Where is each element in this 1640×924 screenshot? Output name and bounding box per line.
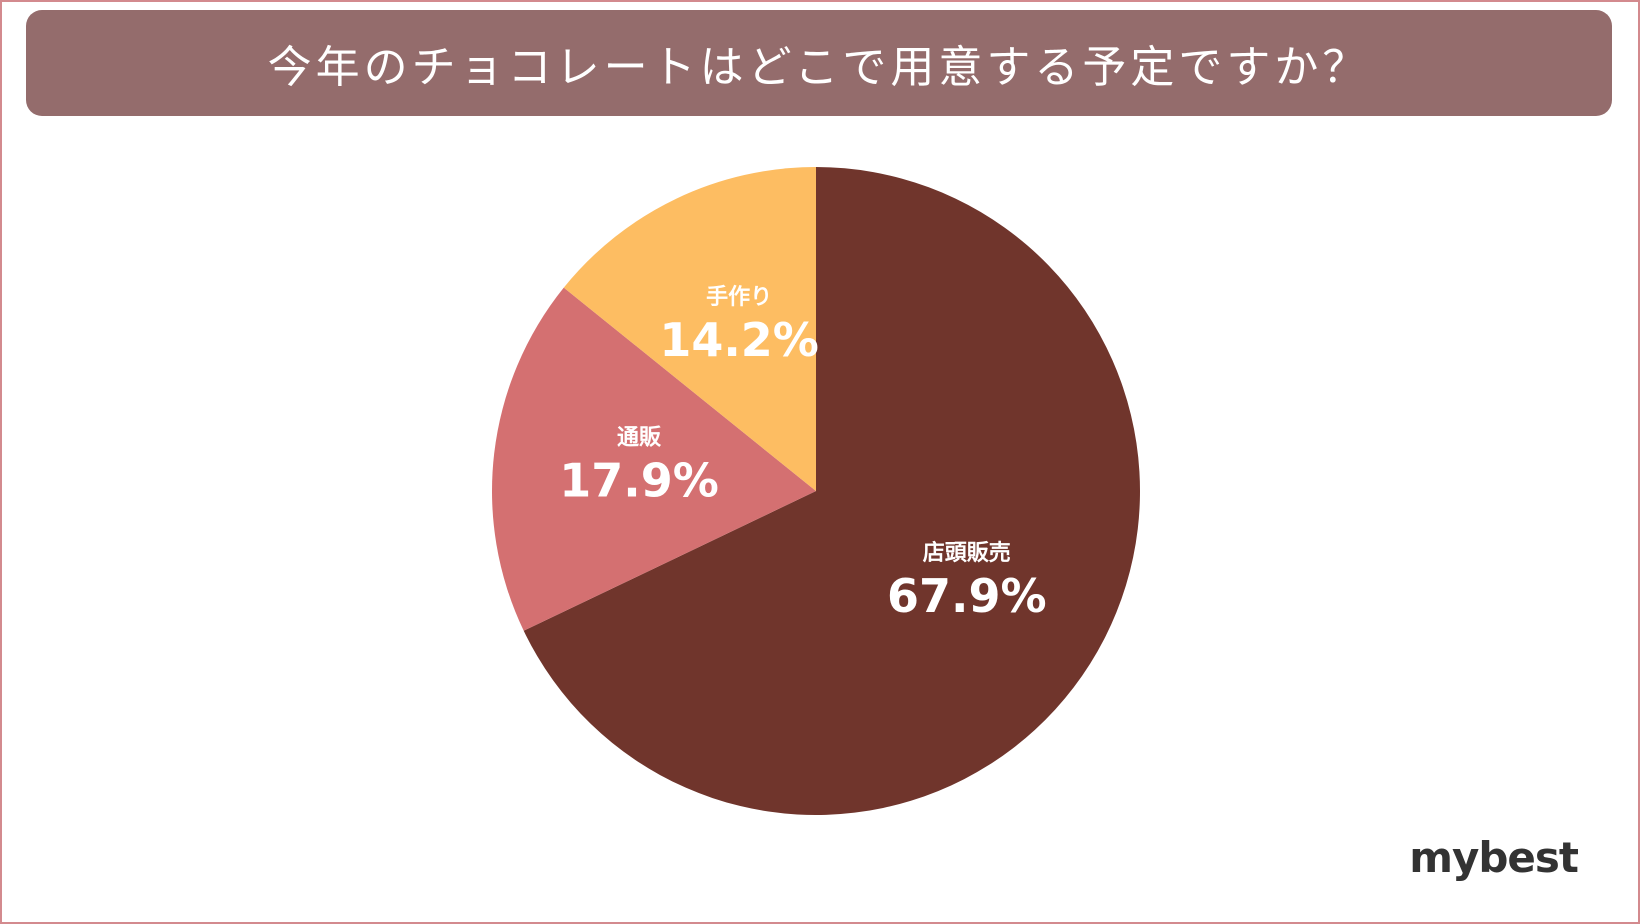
pie-slice-1: [491, 287, 816, 631]
mybest-logo: mybest: [1409, 833, 1579, 882]
pie-slice-2: [563, 167, 816, 491]
pie-slice-value-1: 17.9%: [559, 453, 719, 507]
title-bar: 今年のチョコレートはどこで用意する予定ですか？: [26, 10, 1612, 116]
chart-title: 今年のチョコレートはどこで用意する予定ですか？: [267, 42, 1371, 93]
pie-slice-value-2: 14.2%: [659, 313, 819, 367]
pie-slice-label-1: 通販: [617, 425, 662, 450]
pie-slice-label-0: 店頭販売: [923, 540, 1011, 566]
pie-slice-0: [523, 167, 1140, 815]
pie-slice-value-0: 67.9%: [887, 569, 1047, 623]
pie-slice-label-2: 手作り: [706, 285, 772, 310]
